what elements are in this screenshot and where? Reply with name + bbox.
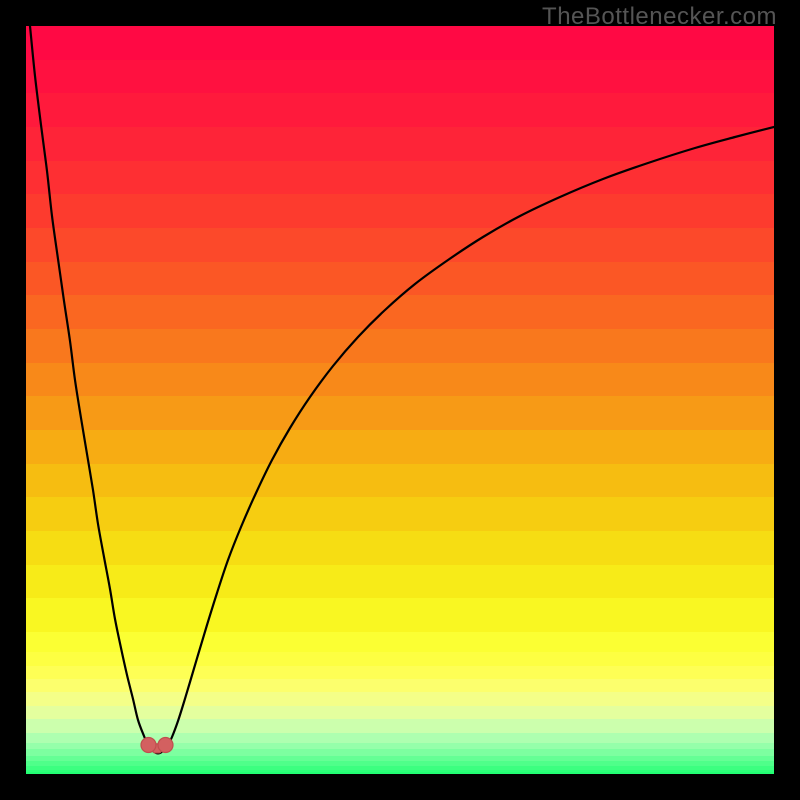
curve-layer [26,26,774,774]
valley-markers [141,738,173,753]
chart-stage: TheBottlenecker.com [0,0,800,800]
watermark-text: TheBottlenecker.com [542,3,777,31]
plot-area [26,26,774,774]
valley-marker-left [141,738,156,753]
valley-marker-right [158,738,173,753]
curve-path [30,26,774,753]
